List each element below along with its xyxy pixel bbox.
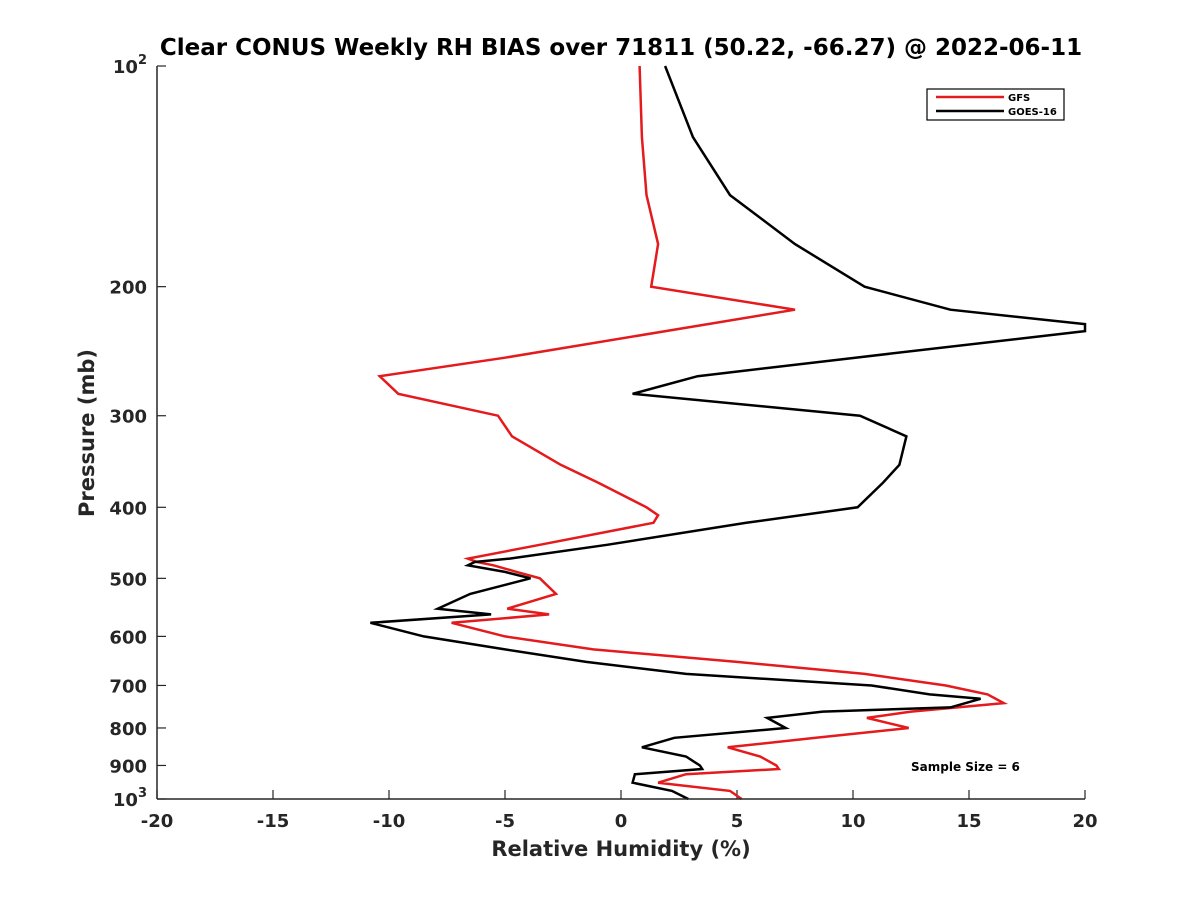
y-tick-base: 600 — [109, 627, 147, 648]
y-tick-label: 600 — [109, 627, 147, 648]
x-tick-label: -20 — [141, 811, 174, 832]
y-tick-base: 400 — [109, 498, 147, 519]
legend-label-gfs: GFS — [1008, 93, 1030, 104]
y-tick-exponent: 2 — [138, 53, 147, 68]
y-tick-base: 10 — [113, 57, 138, 78]
x-tick-label: 0 — [615, 811, 628, 832]
x-tick-label: -5 — [495, 811, 515, 832]
x-tick-label: 15 — [956, 811, 981, 832]
y-tick-label: 900 — [109, 756, 147, 777]
y-tick-base: 10 — [113, 790, 138, 811]
y-tick-label: 400 — [109, 498, 147, 519]
legend-box — [926, 88, 1065, 121]
y-tick-base: 200 — [109, 278, 147, 299]
plot-area — [157, 66, 1085, 799]
x-tick-label: -15 — [257, 811, 290, 832]
y-axis-label: Pressure (mb) — [75, 349, 99, 517]
series-line-gfs — [376, 65, 1009, 801]
x-axis-label: Relative Humidity (%) — [491, 837, 750, 861]
x-tick-label: 20 — [1072, 811, 1097, 832]
series-layer — [370, 65, 1087, 801]
x-tick-label: -10 — [373, 811, 406, 832]
series-line-goes16 — [370, 65, 1087, 801]
y-tick-label: 700 — [109, 676, 147, 697]
chart-title: Clear CONUS Weekly RH BIAS over 71811 (5… — [160, 35, 1082, 61]
legend: GFS GOES-16 — [926, 88, 1065, 121]
y-tick-label: 102 — [113, 53, 147, 78]
legend-label-goes16: GOES-16 — [1008, 107, 1057, 118]
y-tick-base: 300 — [109, 407, 147, 428]
y-tick-base: 500 — [109, 569, 147, 590]
y-tick-label: 500 — [109, 569, 147, 590]
sample-size-annotation: Sample Size = 6 — [911, 760, 1020, 774]
y-tick-exponent: 3 — [138, 786, 147, 801]
y-tick-base: 800 — [109, 719, 147, 740]
y-tick-label: 200 — [109, 278, 147, 299]
y-tick-base: 700 — [109, 676, 147, 697]
x-tick-label: 5 — [731, 811, 744, 832]
x-axis-ticks: -20 -15 -10 -5 0 5 10 15 20 — [141, 790, 1098, 832]
x-tick-label: 10 — [840, 811, 865, 832]
y-tick-label: 103 — [113, 786, 147, 811]
y-tick-base: 900 — [109, 756, 147, 777]
y-tick-label: 300 — [109, 407, 147, 428]
y-tick-label: 800 — [109, 719, 147, 740]
